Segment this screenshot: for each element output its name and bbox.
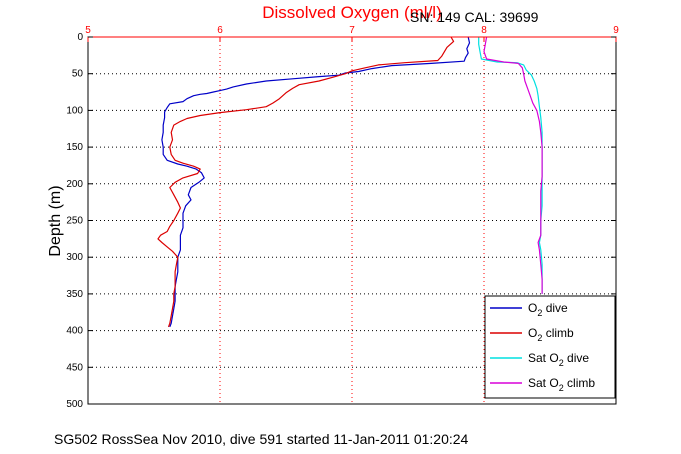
series-line-0 <box>161 36 471 328</box>
legend-label-0: O2 dive <box>528 301 568 318</box>
x-tick-labels: 5 6 7 8 9 <box>85 25 619 42</box>
legend-box <box>484 295 616 399</box>
series-line-3 <box>483 36 543 294</box>
legend-label-3: Sat O2 climb <box>528 376 595 393</box>
legend-items: O2 dive O2 climb Sat O2 dive Sat O2 climb <box>490 301 595 393</box>
y-tick-label-0: 0 <box>77 32 83 43</box>
y-tick-label-5: 250 <box>66 216 83 227</box>
legend: O2 dive O2 climb Sat O2 dive Sat O2 climb <box>484 295 616 399</box>
footer-caption: SG502 RossSea Nov 2010, dive 591 started… <box>54 431 469 447</box>
y-tick-label-4: 200 <box>66 179 83 190</box>
y-tick-label-8: 400 <box>66 326 83 337</box>
series-layer <box>157 36 543 328</box>
y-tick-label-7: 350 <box>66 289 83 300</box>
y-axis-label: Depth (m) <box>47 185 64 256</box>
grid-lines <box>88 37 616 404</box>
x-tick-label-1: 6 <box>217 25 223 36</box>
legend-label-2: Sat O2 dive <box>528 351 589 368</box>
x-tick-label-0: 5 <box>85 25 91 36</box>
series-line-1 <box>157 36 455 328</box>
y-tick-label-2: 100 <box>66 105 83 116</box>
x-tick-label-2: 7 <box>349 25 355 36</box>
chart-title: Dissolved Oxygen (ml/l) <box>262 3 442 22</box>
x-tick-label-3: 8 <box>481 25 487 36</box>
y-tick-label-3: 150 <box>66 142 83 153</box>
y-tick-label-10: 500 <box>66 399 83 410</box>
x-tick-label-4: 9 <box>613 25 619 36</box>
y-tick-label-6: 300 <box>66 252 83 263</box>
legend-label-1: O2 climb <box>528 326 574 343</box>
y-tick-labels: 0 50 100 150 200 250 300 350 400 450 500 <box>66 32 616 410</box>
series-line-2 <box>478 37 543 294</box>
chart-subtitle: SN: 149 CAL: 39699 <box>410 9 539 25</box>
y-tick-label-1: 50 <box>72 69 84 80</box>
y-tick-label-9: 450 <box>66 362 83 373</box>
